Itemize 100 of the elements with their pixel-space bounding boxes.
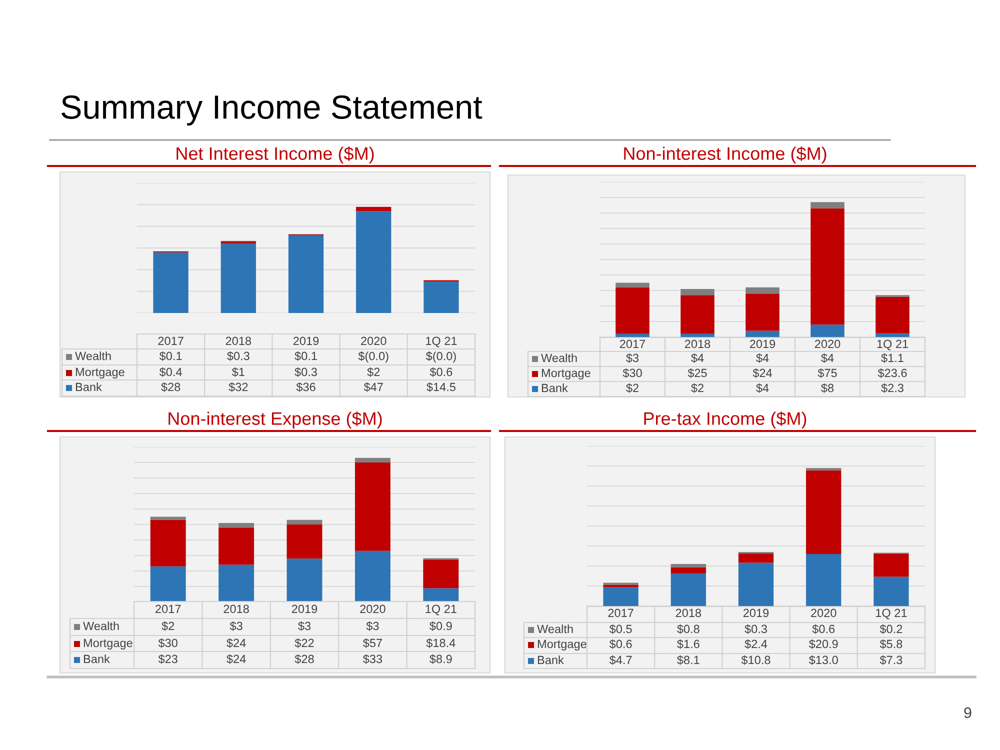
bar (670, 564, 706, 568)
legend-label: Mortgage (538, 640, 586, 651)
bar (423, 560, 459, 588)
bar (286, 524, 322, 559)
legend-label: Wealth (83, 621, 119, 630)
data-label: $3 (230, 621, 242, 631)
bar (670, 574, 706, 606)
text: 9 (964, 707, 972, 718)
data-label: $(0.0) (358, 351, 388, 363)
x-tick-label: 1Q 21 (426, 604, 456, 616)
data-label: $33 (362, 654, 382, 664)
data-label: $25 (688, 368, 707, 378)
text: Summary Income Statement (62, 95, 482, 126)
bar (616, 282, 650, 288)
chart-title: Pre-tax Income ($M) (644, 411, 806, 429)
data-label: $4 (756, 383, 769, 393)
bar (354, 458, 390, 462)
x-tick-label: 2018 (684, 340, 710, 348)
data-label: $2 (691, 383, 704, 393)
x-tick-label: 2020 (814, 340, 840, 348)
data-label: $23.6 (878, 368, 907, 378)
bar (150, 516, 186, 520)
x-tick-label: 2017 (158, 336, 184, 346)
data-label: $1.6 (677, 639, 700, 649)
bar (810, 202, 844, 208)
legend-label: Wealth (537, 624, 573, 634)
data-label: $2 (367, 367, 380, 377)
data-label: $3 (626, 353, 639, 363)
bar (423, 588, 459, 602)
bar (746, 330, 780, 337)
bar (218, 522, 254, 528)
bar (876, 333, 910, 337)
data-label: $1 (232, 367, 244, 377)
data-label: $(0.0) (426, 351, 456, 363)
x-tick-label: 2019 (292, 604, 318, 614)
data-label: $23 (158, 654, 178, 664)
data-label: $3 (366, 621, 379, 631)
data-label: $20.9 (808, 639, 838, 649)
x-tick-label: 1Q 21 (426, 336, 457, 348)
chart-title: Non-interest Income ($M) (624, 146, 826, 164)
data-label: $0.6 (812, 624, 835, 634)
bar (874, 554, 909, 577)
bar (806, 470, 842, 554)
chart-title: Net Interest Income ($M) (176, 146, 374, 164)
legend-label: Mortgage (84, 638, 132, 650)
data-label: $13.0 (808, 655, 838, 665)
x-tick-label: 1Q 21 (877, 340, 908, 350)
data-label: $0.1 (294, 351, 317, 361)
data-label: $0.4 (159, 367, 182, 377)
bar (356, 206, 392, 212)
bar (810, 208, 844, 325)
x-tick-label: 2018 (676, 608, 702, 618)
x-tick-label: 2019 (750, 340, 776, 348)
data-label: $7.3 (880, 655, 902, 665)
data-label: $0.6 (609, 639, 632, 649)
data-label: $1.1 (881, 353, 904, 363)
legend-label: Mortgage (542, 368, 590, 380)
bar (670, 567, 706, 574)
bar (356, 211, 392, 313)
data-label: $0.8 (677, 624, 700, 634)
data-label: $0.3 (744, 624, 767, 634)
data-label: $4.7 (609, 655, 632, 665)
x-tick-label: 2017 (620, 340, 646, 348)
bar (810, 324, 844, 337)
bar (354, 550, 390, 602)
data-label: $5.8 (880, 639, 902, 649)
x-tick-label: 2017 (608, 608, 634, 618)
data-label: $0.9 (430, 621, 452, 631)
data-label: $0.6 (430, 367, 452, 377)
data-label: $10.8 (741, 655, 770, 665)
data-label: $24 (226, 638, 246, 648)
bar (286, 558, 322, 602)
legend-label: Wealth (75, 351, 111, 360)
data-label: $47 (364, 382, 383, 392)
x-tick-label: 2018 (224, 604, 249, 614)
data-label: $28 (161, 382, 180, 392)
data-label: $4 (691, 353, 704, 363)
x-tick-label: 2020 (811, 608, 836, 618)
bar (150, 520, 186, 566)
data-label: $22 (294, 638, 314, 648)
data-label: $30 (622, 368, 642, 378)
data-label: $0.3 (294, 367, 317, 377)
bar (218, 564, 254, 602)
bar (424, 282, 459, 313)
x-tick-label: 2020 (361, 336, 386, 346)
bar (288, 235, 324, 313)
bar (680, 295, 714, 334)
data-label: $18.4 (426, 638, 456, 648)
data-label: $2.3 (881, 383, 904, 393)
bar (220, 244, 256, 313)
data-label: $57 (362, 638, 382, 648)
legend-label: Bank (538, 655, 564, 664)
bar (603, 587, 638, 606)
data-label: $24 (752, 368, 772, 378)
data-label: $75 (818, 368, 837, 378)
bar (153, 252, 188, 313)
data-label: $0.5 (609, 624, 632, 634)
data-label: $8.9 (430, 654, 452, 664)
data-label: $3 (298, 621, 311, 631)
data-label: $2 (162, 621, 174, 631)
